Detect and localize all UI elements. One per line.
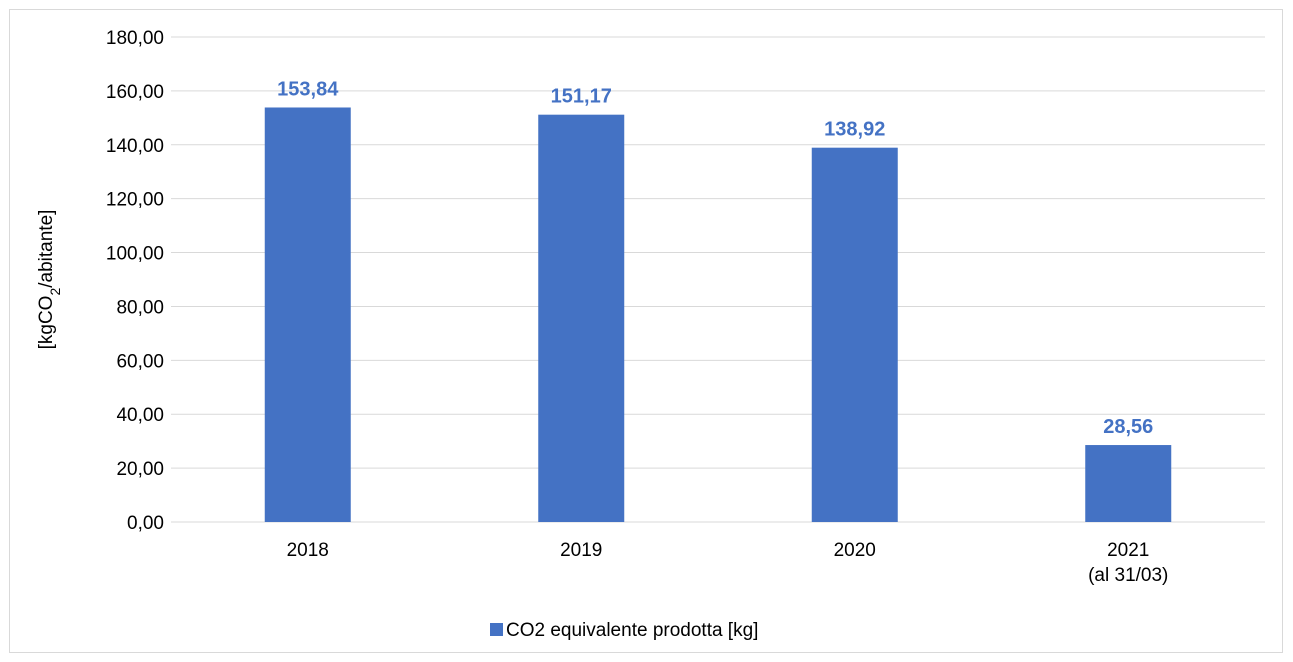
x-tick-label: 2018 [287, 540, 329, 561]
y-tick-label: 20,00 [116, 459, 164, 480]
y-tick-label: 60,00 [116, 351, 164, 372]
y-tick-label: 100,00 [106, 244, 164, 265]
x-tick-label: 2019 [560, 540, 602, 561]
data-label: 153,84 [277, 78, 339, 100]
y-tick-label: 160,00 [106, 82, 164, 103]
bar [538, 114, 625, 522]
legend-swatch [490, 623, 503, 636]
chart-frame [9, 9, 1283, 653]
bar [1085, 445, 1172, 522]
y-tick-label: 140,00 [106, 136, 164, 157]
y-tick-label: 80,00 [116, 297, 164, 318]
bar [264, 107, 351, 522]
bar [811, 147, 898, 522]
data-label: 151,17 [551, 86, 612, 108]
y-tick-label: 40,00 [116, 405, 164, 426]
y-axis-label: [kgCO2/abitante] [36, 210, 63, 350]
x-tick-label: (al 31/03) [1088, 565, 1168, 586]
y-tick-label: 0,00 [127, 513, 164, 534]
data-label: 138,92 [824, 119, 885, 141]
x-tick-label: 2021 [1107, 540, 1149, 561]
data-label: 28,56 [1103, 416, 1153, 438]
legend: CO2 equivalente prodotta [kg] [490, 620, 758, 641]
y-tick-label: 120,00 [106, 190, 164, 211]
x-tick-label: 2020 [834, 540, 876, 561]
legend-label: CO2 equivalente prodotta [kg] [506, 620, 758, 641]
y-tick-label: 180,00 [106, 28, 164, 49]
